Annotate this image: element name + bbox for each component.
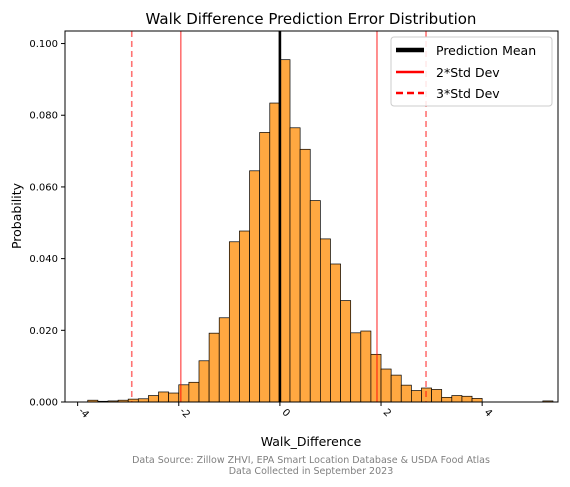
histogram-bar (309, 200, 321, 403)
histogram-bar (390, 374, 402, 403)
legend: Prediction Mean 2*Std Dev 3*Std Dev (390, 36, 553, 107)
histogram-bar (340, 300, 352, 403)
x-tick-label: 2 (381, 407, 393, 419)
footer-source: Data Source: Zillow ZHVI, EPA Smart Loca… (132, 455, 490, 466)
histogram-bar (411, 390, 422, 403)
x-tick-label: 0 (280, 407, 292, 419)
histogram-bar (451, 395, 463, 403)
x-axis-label: Walk_Difference (261, 434, 362, 449)
y-tick-label: 0.100 (29, 39, 58, 50)
histogram-bar (370, 353, 382, 403)
histogram-bar (279, 59, 291, 403)
x-tick-label: -2 (177, 406, 192, 421)
histogram-bar (218, 317, 230, 403)
reference-lines (130, 31, 427, 402)
histogram-bar (360, 330, 372, 403)
histogram-bar (188, 381, 200, 403)
histogram-bar (259, 132, 271, 403)
y-tick-label: 0.080 (29, 111, 58, 122)
plot-frame (64, 30, 559, 403)
histogram-bar (208, 332, 220, 403)
histogram-bar (299, 148, 311, 403)
y-tick-label: 0.060 (29, 182, 58, 193)
histogram-bar (249, 170, 261, 403)
histogram-bar (289, 127, 301, 403)
legend-label-2std: 2*Std Dev (436, 65, 500, 80)
legend-label-mean: Prediction Mean (436, 43, 536, 58)
footer-collected: Data Collected in September 2023 (229, 466, 394, 477)
histogram-bar (319, 238, 331, 403)
histogram-bar (330, 263, 341, 403)
histogram-bar (431, 389, 443, 403)
legend-label-3std: 3*Std Dev (436, 86, 500, 101)
y-tick-label: 0.000 (29, 398, 58, 409)
histogram-bar (158, 391, 170, 403)
histogram-bar (168, 392, 180, 403)
histogram-bar (269, 102, 281, 403)
histogram-bar (441, 396, 453, 403)
histogram-bar (148, 395, 159, 403)
histogram-bar (400, 384, 412, 403)
chart-title: Walk Difference Prediction Error Distrib… (146, 10, 477, 28)
histogram-bar (198, 360, 210, 403)
x-axis-ticks: -4 -2 0 2 4 (76, 402, 494, 421)
histogram-bar (228, 241, 240, 403)
y-tick-label: 0.040 (29, 254, 58, 265)
y-axis-label: Probability (9, 182, 24, 249)
plot-area: -4 -2 0 2 4 0.000 0.020 0.040 0.060 0.080 0.100 (29, 30, 559, 421)
x-tick-label: -4 (76, 406, 91, 421)
histogram-bar (350, 332, 362, 403)
histogram-bar (239, 230, 250, 403)
histogram-bar (461, 395, 473, 403)
histogram-bars (87, 59, 554, 403)
x-tick-label: 4 (482, 407, 494, 419)
y-tick-label: 0.020 (29, 326, 58, 337)
legend-box (390, 36, 553, 107)
histogram-bar (471, 398, 483, 403)
y-axis-ticks: 0.000 0.020 0.040 0.060 0.080 0.100 (29, 39, 65, 409)
histogram-bar (380, 368, 392, 403)
